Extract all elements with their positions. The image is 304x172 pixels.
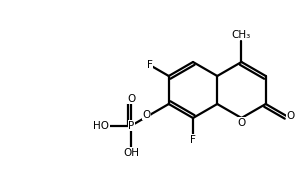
Text: P: P xyxy=(128,121,134,131)
Text: OH: OH xyxy=(123,148,139,158)
Text: F: F xyxy=(190,135,196,145)
Text: F: F xyxy=(147,60,153,70)
Text: O: O xyxy=(286,111,295,121)
Text: O: O xyxy=(127,94,135,104)
Text: O: O xyxy=(142,110,150,120)
Text: CH₃: CH₃ xyxy=(232,30,251,40)
Text: HO: HO xyxy=(93,121,109,131)
Text: O: O xyxy=(237,118,246,128)
